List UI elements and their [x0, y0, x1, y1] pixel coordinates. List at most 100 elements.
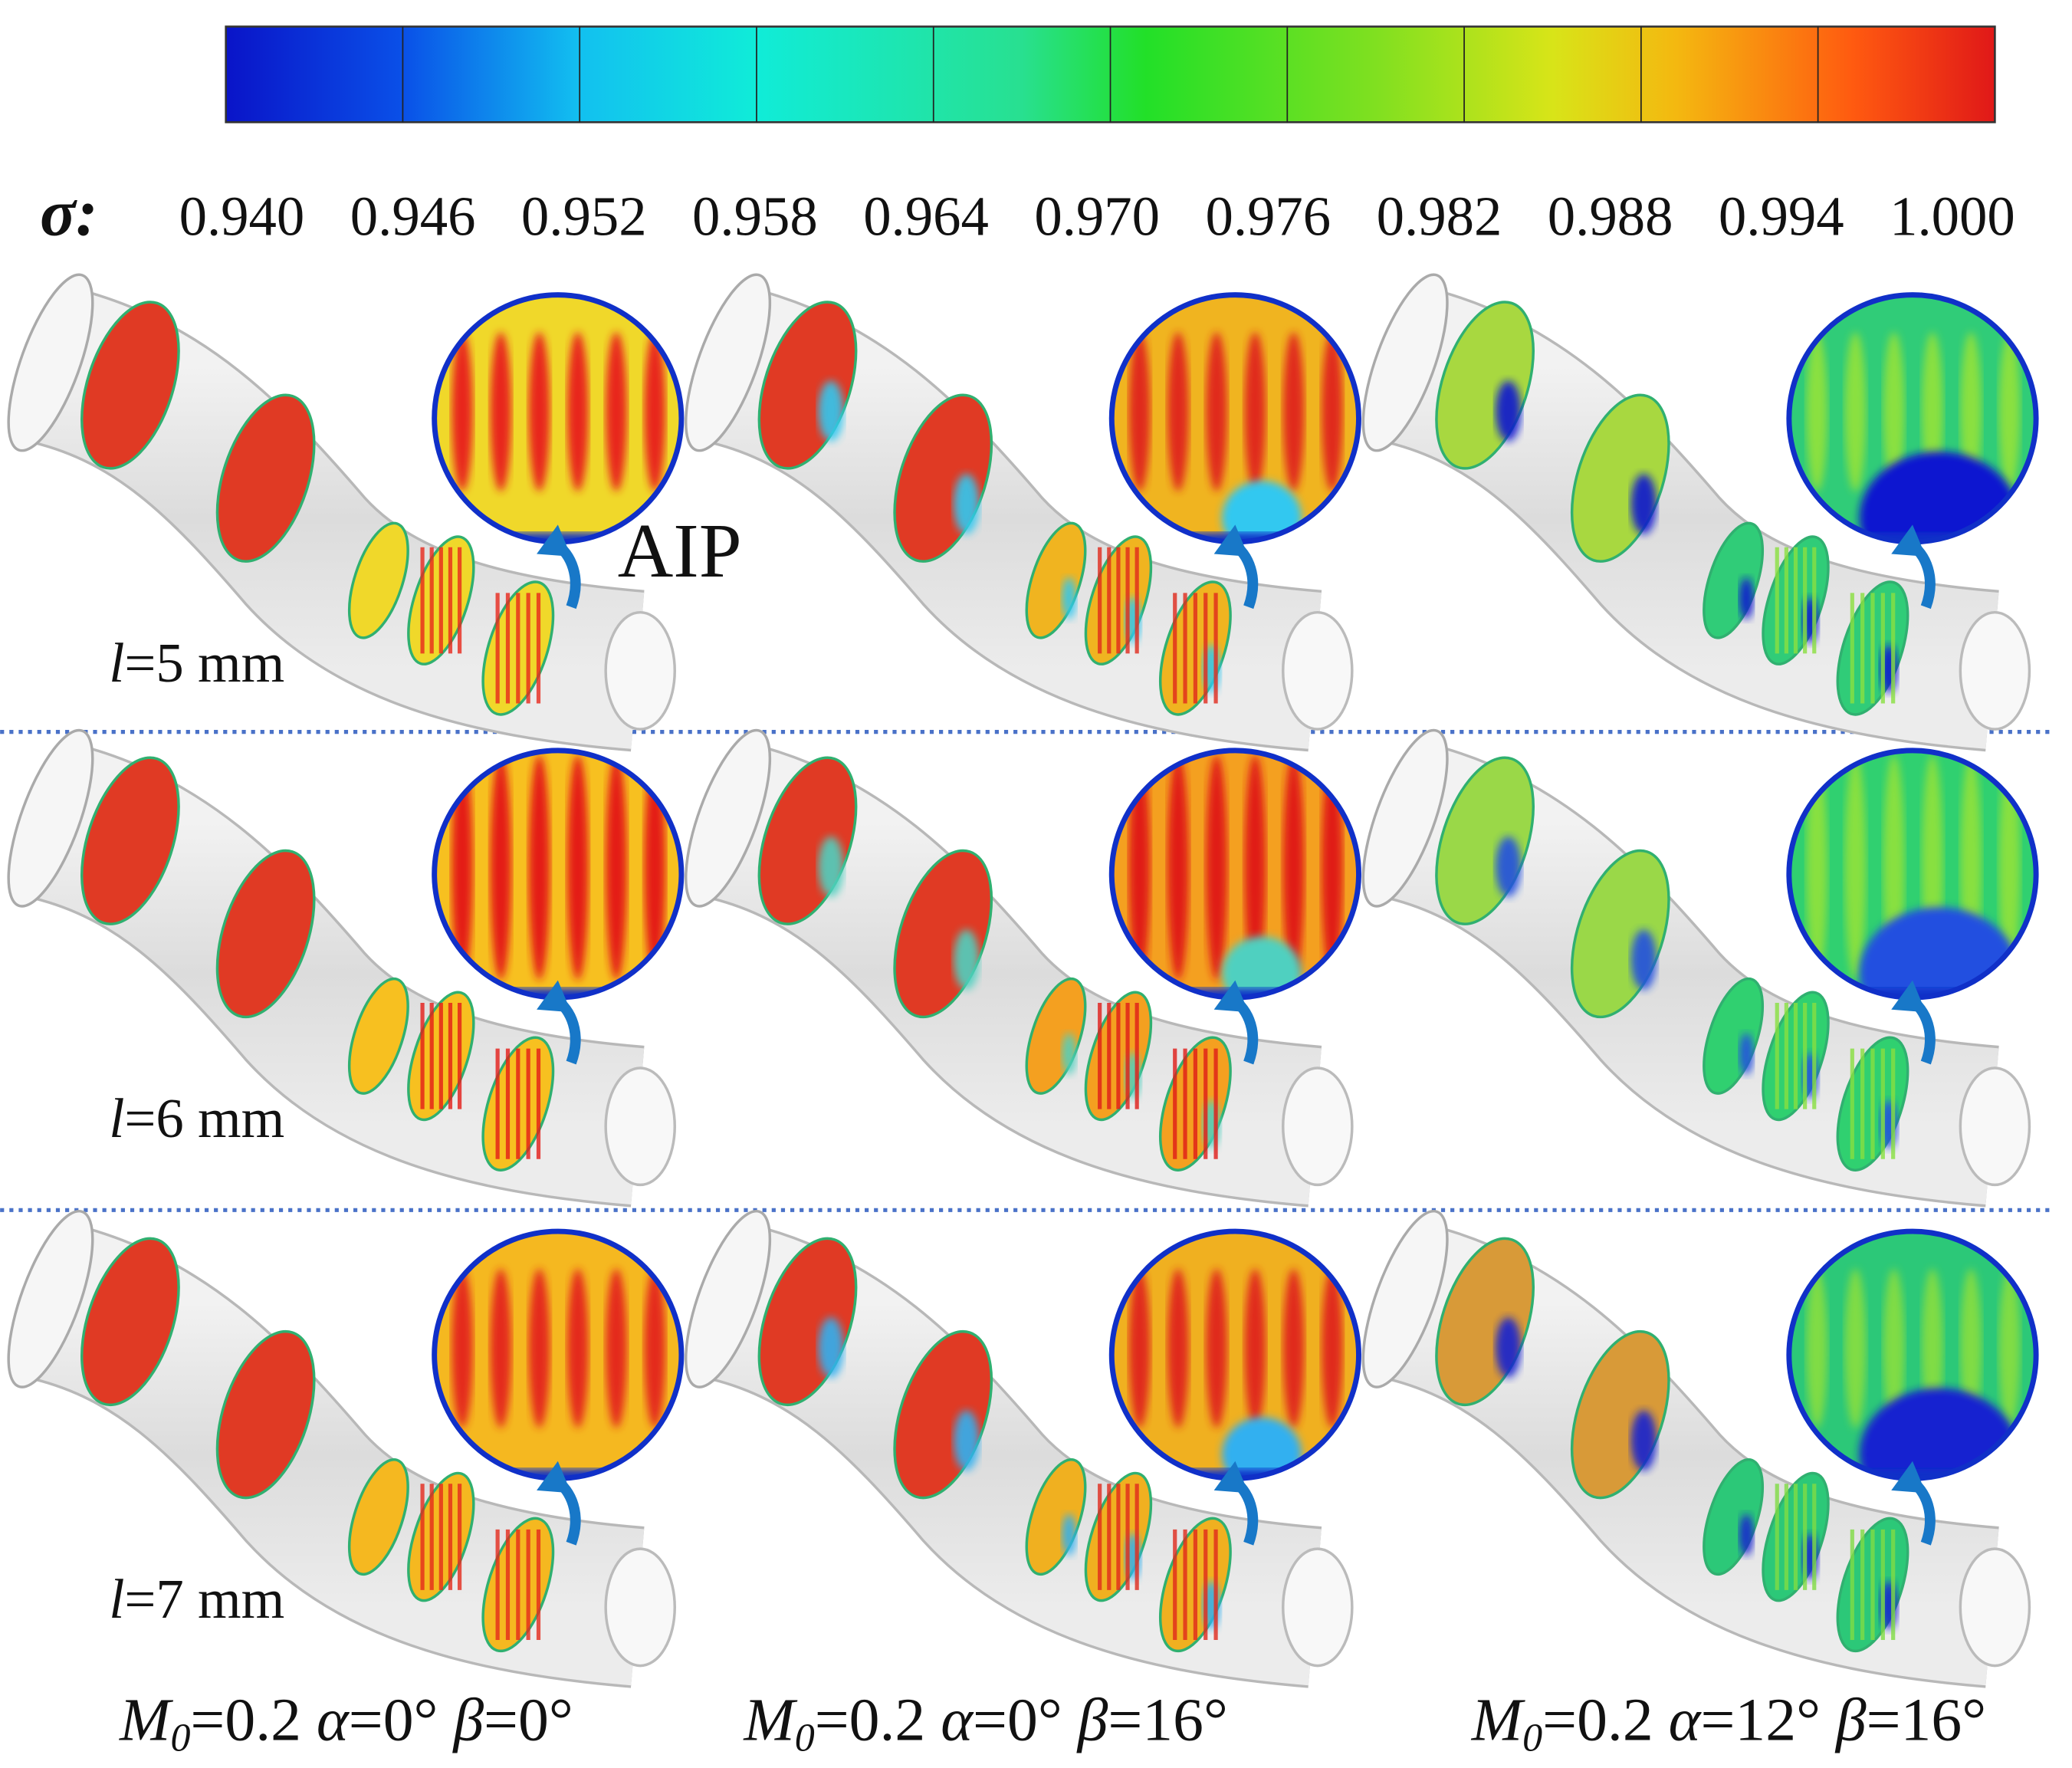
panel: l=6 mm [7, 728, 685, 1208]
row-label-value: =7 mm [124, 1568, 284, 1630]
section-contour [80, 756, 180, 925]
mach-symbol: M [1471, 1687, 1526, 1754]
section-contour [215, 393, 316, 563]
duct-outlet [604, 1066, 676, 1187]
aip-stripe [606, 1268, 627, 1428]
section-low-region [954, 929, 980, 991]
aip-stripe [1806, 332, 1828, 492]
aip-stripe [1282, 332, 1305, 492]
aip-stripe [1206, 754, 1227, 981]
aip-stripe [1960, 332, 1982, 492]
aip-stripe [1922, 332, 1943, 492]
beta-value: =0° [484, 1687, 573, 1754]
colorbar-dividers [402, 26, 1819, 123]
colorbar-tick-label: 0.982 [1377, 186, 1502, 248]
arrow-head [537, 1461, 572, 1494]
duct-inlet [685, 1209, 772, 1388]
duct-inlet [1361, 1209, 1449, 1388]
aip-stripe [452, 1268, 473, 1428]
arrow-head [537, 524, 572, 557]
aip-stripe [1244, 332, 1266, 492]
colorbar-symbol: σ: [40, 176, 98, 250]
arrow-head [537, 980, 572, 1013]
aip-stripe [1998, 1268, 2021, 1428]
section-contour [80, 301, 180, 470]
beta-symbol: β [452, 1687, 484, 1754]
duct-inlet [1361, 728, 1449, 908]
section-low-region [818, 380, 844, 442]
aip-stripe [1167, 332, 1189, 492]
section-low-region [1739, 577, 1754, 619]
aip-stripe [1844, 332, 1867, 492]
duct-outlet [1282, 1066, 1354, 1187]
alpha-symbol: α [941, 1687, 974, 1754]
alpha-value: =12° [1700, 1687, 1835, 1754]
section-low-region [1739, 1033, 1754, 1076]
aip-stripe [1244, 754, 1266, 981]
panel [685, 728, 1361, 1208]
aip-contour [432, 293, 683, 544]
aip-low-region [1859, 452, 2019, 544]
section-contour [1703, 521, 1765, 639]
aip-stripe [1167, 1268, 1189, 1428]
aip-stripe [644, 332, 666, 492]
aip-stripe [606, 754, 627, 981]
column-label: M0=0.2 α=0° β=0° [119, 1687, 573, 1760]
aip-stripe [1128, 1268, 1151, 1428]
aip-stripe [644, 754, 666, 981]
row-label-variable: l [109, 1568, 124, 1630]
mach-subscript: 0 [1522, 1716, 1542, 1760]
section-low-region [1062, 1033, 1076, 1076]
mach-subscript: 0 [795, 1716, 815, 1760]
panel: l=5 mm [7, 273, 685, 752]
duct-outlet [1959, 1547, 2031, 1668]
row-label-variable: l [109, 632, 124, 694]
mach-value: =0.2 [1542, 1687, 1668, 1754]
aip-base [432, 293, 683, 544]
section-low-region [954, 474, 980, 534]
aip-stripe [528, 332, 550, 492]
row-label: l=6 mm [109, 1087, 284, 1149]
aip-stripe [1321, 332, 1343, 492]
colorbar-tick-label: 0.958 [692, 186, 818, 248]
section-contour [1703, 1458, 1765, 1576]
aip-stripe [528, 754, 550, 981]
panel [1361, 1209, 2039, 1688]
arrow-head [1891, 980, 1926, 1013]
aip-stripe [528, 1268, 550, 1428]
section-low-region [1630, 1410, 1657, 1471]
duct-inlet [1361, 273, 1449, 452]
aip-base [432, 749, 683, 999]
section-contour [215, 1329, 316, 1500]
section-contour [1025, 1458, 1087, 1576]
aip-contour [432, 1230, 683, 1480]
aip-low-region [1859, 1388, 2019, 1480]
beta-value: =16° [1867, 1687, 1987, 1754]
duct-outlet [1282, 1547, 1354, 1668]
aip-stripe [1883, 1268, 1905, 1428]
duct-outlet [1959, 1066, 2031, 1187]
aip-stripe [490, 332, 512, 492]
aip-contour [1110, 749, 1361, 999]
aip-stripe [1806, 754, 1828, 981]
panel: l=7 mm [7, 1209, 685, 1688]
duct-inlet [7, 1209, 94, 1388]
aip-stripe [1244, 1268, 1266, 1428]
panel [685, 273, 1361, 752]
aip-stripe [1806, 1268, 1828, 1428]
beta-symbol: β [1834, 1687, 1867, 1754]
arrow-head [1891, 1461, 1926, 1494]
arrow-head [1891, 524, 1926, 557]
panel [1361, 273, 2039, 752]
section-contour [347, 1458, 409, 1576]
section-contour [1703, 977, 1765, 1095]
duct-outlet [604, 610, 676, 731]
panels: l=5 mml=6 mml=7 mm [7, 273, 2039, 1688]
aip-base [432, 1230, 683, 1480]
alpha-value: =0° [349, 1687, 454, 1754]
section-low-region [1630, 474, 1657, 534]
section-low-region [954, 1410, 980, 1471]
aip-label: AIP [618, 508, 742, 593]
aip-stripe [566, 1268, 589, 1428]
